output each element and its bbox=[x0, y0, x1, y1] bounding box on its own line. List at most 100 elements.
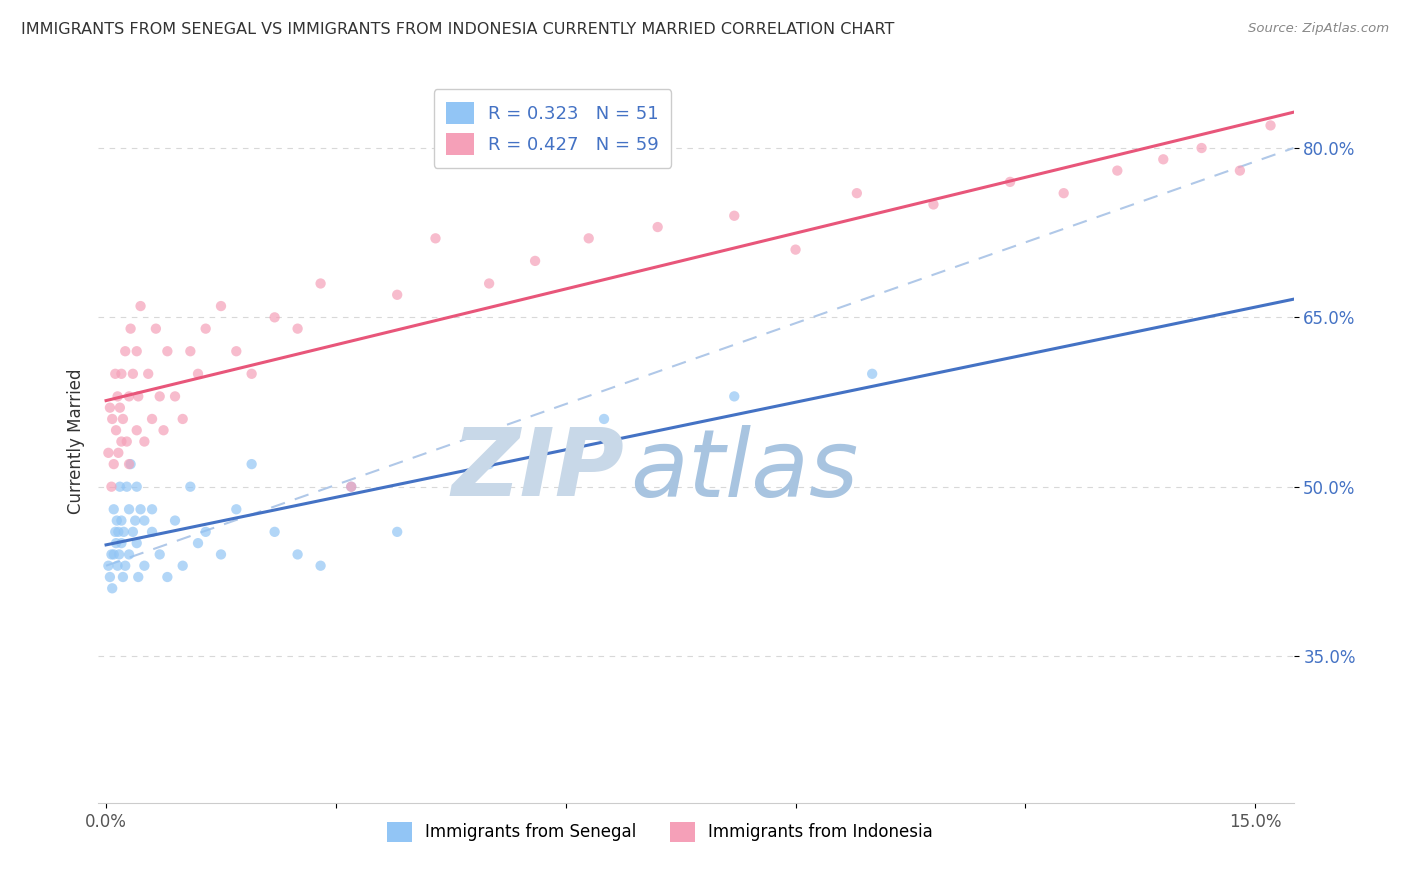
Y-axis label: Currently Married: Currently Married bbox=[66, 368, 84, 515]
Point bbox=[114, 558, 136, 573]
Point bbox=[723, 389, 745, 403]
Point bbox=[194, 321, 217, 335]
Point bbox=[98, 401, 121, 415]
Point bbox=[97, 446, 120, 460]
Point bbox=[263, 310, 285, 325]
Text: Source: ZipAtlas.com: Source: ZipAtlas.com bbox=[1249, 22, 1389, 36]
Point bbox=[187, 536, 209, 550]
Point bbox=[127, 570, 149, 584]
Point bbox=[105, 514, 128, 528]
Point bbox=[129, 299, 152, 313]
Point bbox=[110, 434, 132, 449]
Text: atlas: atlas bbox=[630, 425, 859, 516]
Point bbox=[111, 412, 134, 426]
Point bbox=[152, 423, 174, 437]
Point bbox=[114, 344, 136, 359]
Point bbox=[129, 502, 152, 516]
Point bbox=[922, 197, 945, 211]
Point bbox=[115, 480, 138, 494]
Point bbox=[163, 514, 186, 528]
Point bbox=[124, 514, 146, 528]
Point bbox=[120, 321, 142, 335]
Point bbox=[101, 412, 124, 426]
Point bbox=[187, 367, 209, 381]
Text: ZIP: ZIP bbox=[451, 425, 624, 516]
Point bbox=[136, 367, 159, 381]
Point bbox=[110, 367, 132, 381]
Point bbox=[118, 548, 141, 562]
Point bbox=[107, 446, 129, 460]
Point bbox=[240, 367, 263, 381]
Point bbox=[115, 434, 138, 449]
Point bbox=[125, 344, 148, 359]
Point bbox=[478, 457, 501, 471]
Point bbox=[125, 423, 148, 437]
Point bbox=[156, 570, 179, 584]
Point bbox=[340, 480, 363, 494]
Point bbox=[1260, 119, 1282, 133]
Point bbox=[112, 524, 135, 539]
Point bbox=[97, 558, 120, 573]
Point bbox=[785, 243, 807, 257]
Point bbox=[141, 524, 163, 539]
Point bbox=[125, 536, 148, 550]
Point bbox=[108, 480, 131, 494]
Point bbox=[103, 502, 125, 516]
Point bbox=[98, 570, 121, 584]
Point bbox=[723, 209, 745, 223]
Point bbox=[141, 412, 163, 426]
Point bbox=[1191, 141, 1213, 155]
Point bbox=[100, 548, 122, 562]
Point bbox=[593, 412, 616, 426]
Point bbox=[179, 344, 201, 359]
Point bbox=[860, 367, 883, 381]
Point bbox=[107, 389, 129, 403]
Point bbox=[127, 389, 149, 403]
Point bbox=[120, 457, 142, 471]
Point bbox=[111, 570, 134, 584]
Point bbox=[1229, 163, 1251, 178]
Point bbox=[225, 502, 247, 516]
Point bbox=[101, 582, 124, 596]
Point bbox=[156, 344, 179, 359]
Point bbox=[194, 524, 217, 539]
Point bbox=[1107, 163, 1129, 178]
Point bbox=[172, 412, 194, 426]
Point bbox=[118, 389, 141, 403]
Point bbox=[385, 287, 409, 301]
Point bbox=[145, 321, 167, 335]
Point bbox=[340, 480, 363, 494]
Point bbox=[110, 514, 132, 528]
Point bbox=[209, 299, 232, 313]
Point bbox=[287, 548, 309, 562]
Point bbox=[134, 514, 156, 528]
Point bbox=[125, 480, 148, 494]
Point bbox=[108, 401, 131, 415]
Point bbox=[134, 558, 156, 573]
Point bbox=[105, 536, 128, 550]
Point bbox=[263, 524, 285, 539]
Point bbox=[149, 548, 172, 562]
Point bbox=[118, 457, 141, 471]
Point bbox=[998, 175, 1021, 189]
Point bbox=[309, 277, 332, 291]
Point bbox=[240, 457, 263, 471]
Text: IMMIGRANTS FROM SENEGAL VS IMMIGRANTS FROM INDONESIA CURRENTLY MARRIED CORRELATI: IMMIGRANTS FROM SENEGAL VS IMMIGRANTS FR… bbox=[21, 22, 894, 37]
Point bbox=[122, 367, 145, 381]
Point bbox=[104, 524, 127, 539]
Point bbox=[1053, 186, 1076, 201]
Point bbox=[118, 502, 141, 516]
Point bbox=[110, 536, 132, 550]
Point bbox=[108, 548, 131, 562]
Point bbox=[105, 423, 128, 437]
Point bbox=[287, 321, 309, 335]
Point bbox=[134, 434, 156, 449]
Point bbox=[122, 524, 145, 539]
Point bbox=[578, 231, 600, 245]
Point bbox=[163, 389, 186, 403]
Point bbox=[179, 480, 201, 494]
Point bbox=[103, 457, 125, 471]
Point bbox=[107, 558, 129, 573]
Point bbox=[107, 524, 129, 539]
Point bbox=[309, 558, 332, 573]
